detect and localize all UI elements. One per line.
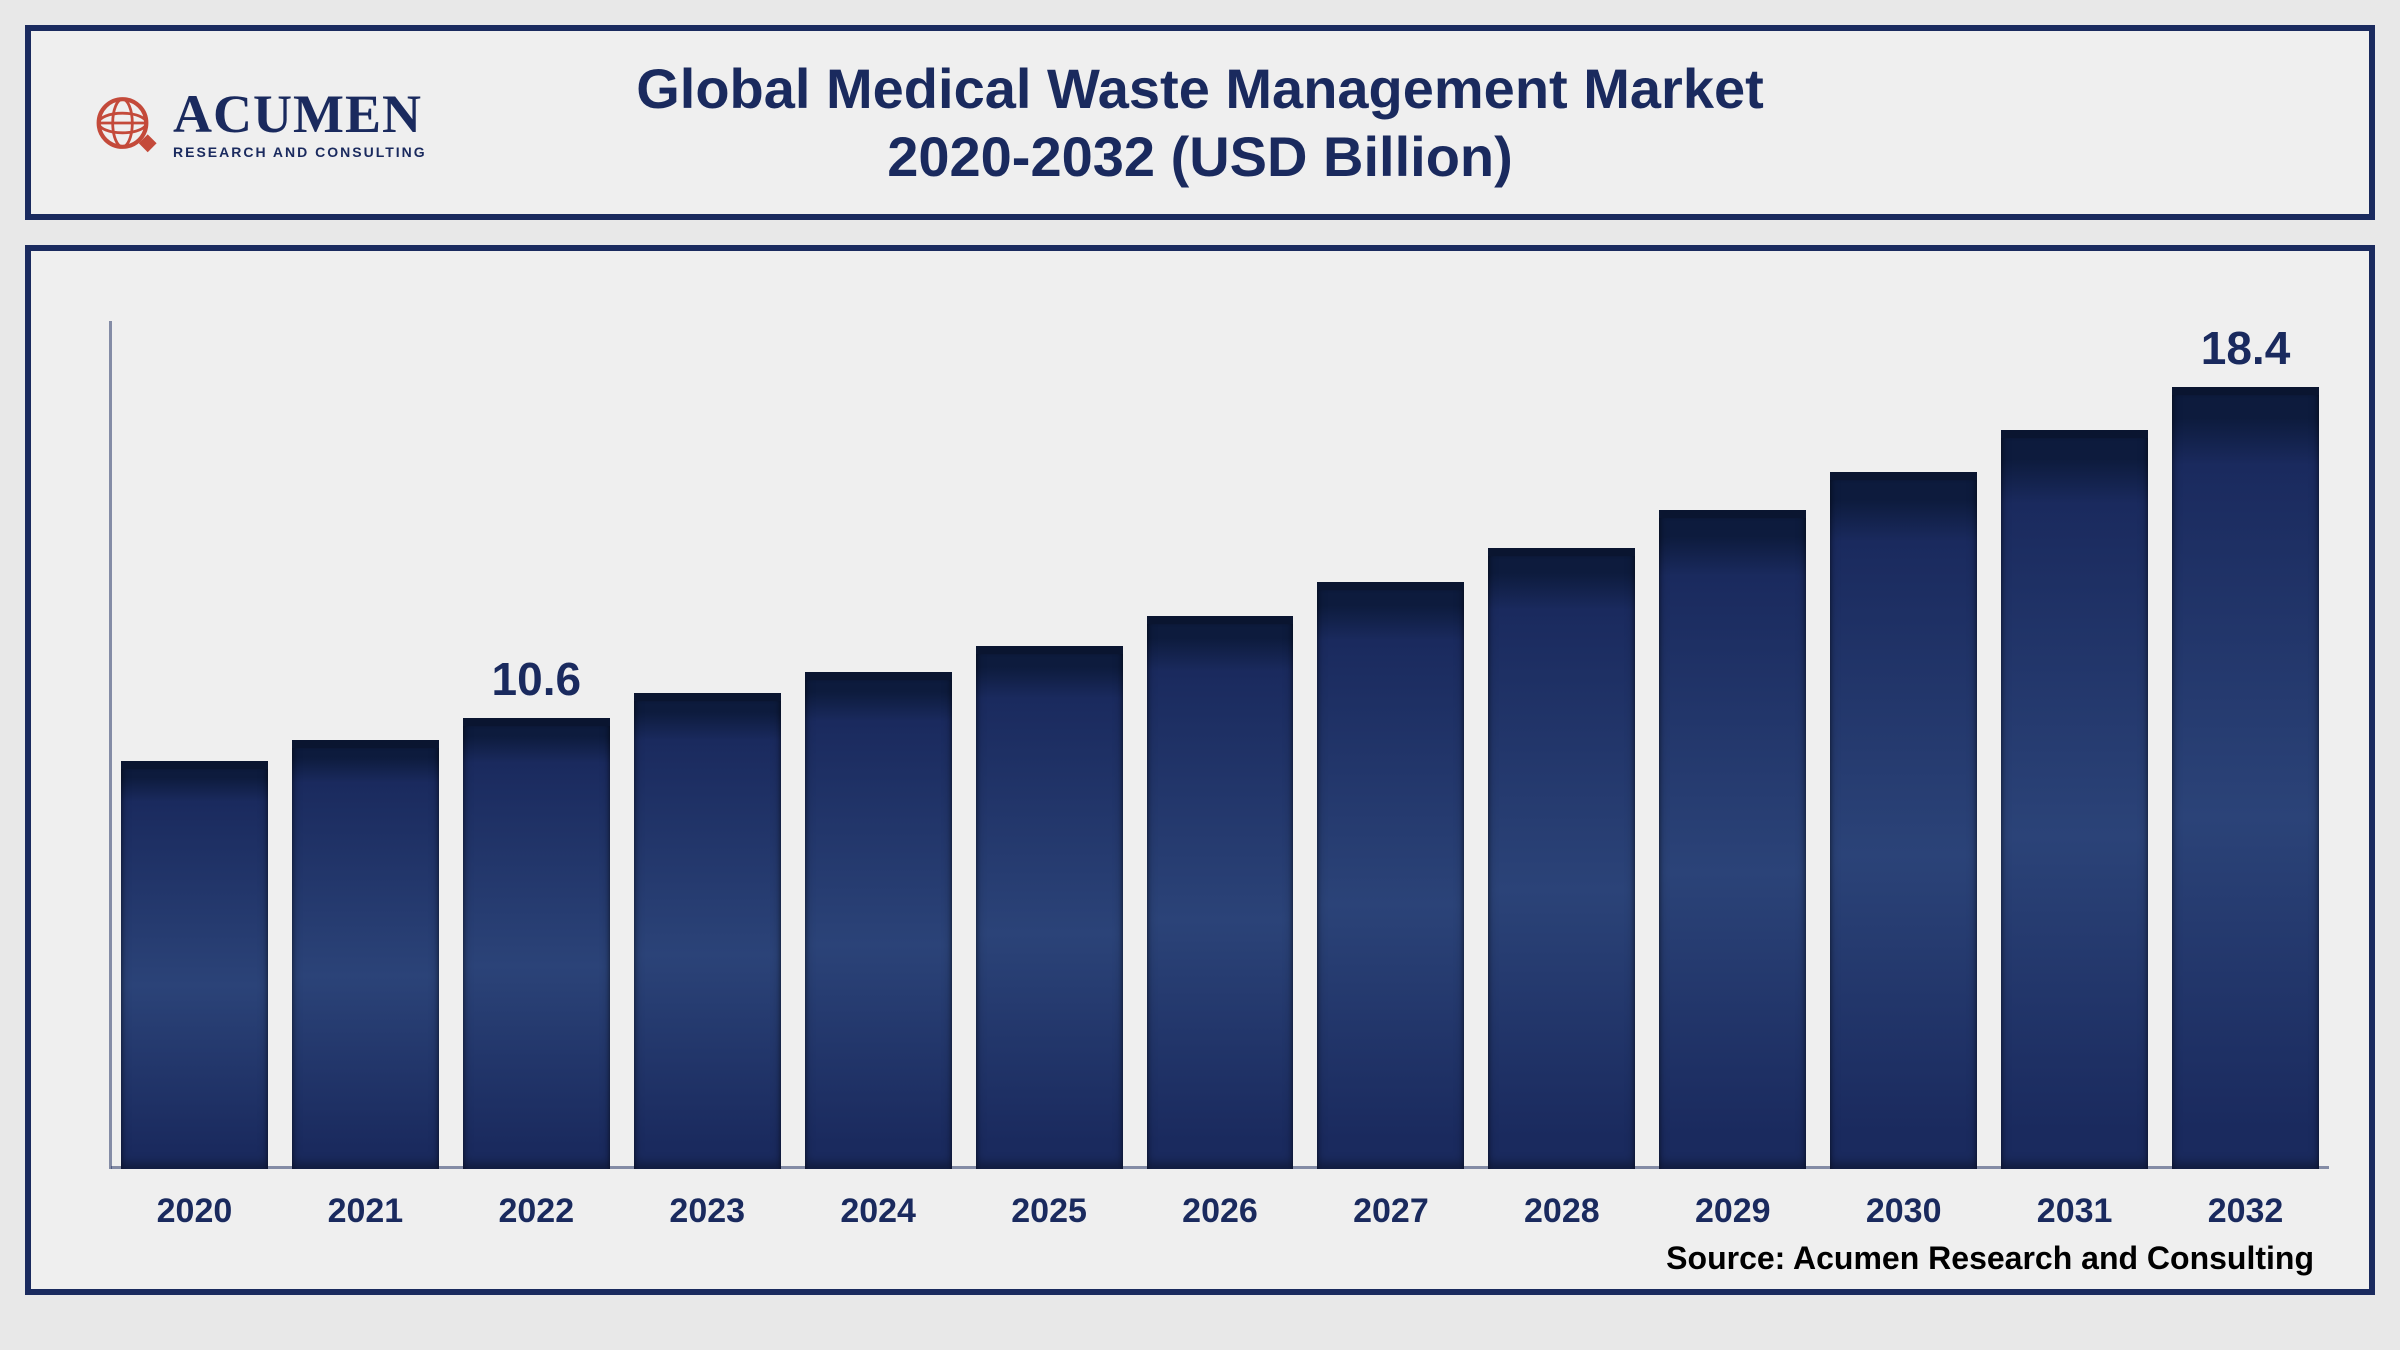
bar-2026 [1147, 321, 1294, 1169]
bar-2024 [805, 321, 952, 1169]
x-label: 2020 [121, 1192, 268, 1231]
page: ACUMEN RESEARCH AND CONSULTING Global Me… [0, 0, 2400, 1350]
x-label: 2021 [292, 1192, 439, 1231]
x-label: 2032 [2172, 1192, 2319, 1231]
x-label: 2031 [2001, 1192, 2148, 1231]
bar-value-label: 10.6 [492, 652, 582, 706]
x-label: 2028 [1488, 1192, 1635, 1231]
bar [976, 646, 1123, 1169]
company-logo: ACUMEN RESEARCH AND CONSULTING [91, 87, 427, 159]
bar [1830, 472, 1977, 1169]
bar-2032: 18.4 [2172, 321, 2319, 1169]
logo-name: ACUMEN [173, 87, 427, 141]
header-panel: ACUMEN RESEARCH AND CONSULTING Global Me… [25, 25, 2375, 220]
bar [1488, 548, 1635, 1169]
bar [634, 693, 781, 1169]
bar-2030 [1830, 321, 1977, 1169]
x-axis-labels: 2020 2021 2022 2023 2024 2025 2026 2027 2028 2029… [121, 1192, 2319, 1231]
chart-plot-area: 10.6 18.4 [111, 321, 2329, 1169]
x-label: 2023 [634, 1192, 781, 1231]
bar-2025 [976, 321, 1123, 1169]
logo-tagline: RESEARCH AND CONSULTING [173, 145, 427, 159]
bar [1659, 510, 1806, 1169]
x-label: 2029 [1659, 1192, 1806, 1231]
bar-2020 [121, 321, 268, 1169]
bar-2023 [634, 321, 781, 1169]
bar-2028 [1488, 321, 1635, 1169]
bar [1317, 582, 1464, 1169]
bar-2031 [2001, 321, 2148, 1169]
bar [292, 740, 439, 1169]
bar-2027 [1317, 321, 1464, 1169]
x-label: 2030 [1830, 1192, 1977, 1231]
bar-value-label: 18.4 [2201, 321, 2291, 375]
logo-text: ACUMEN RESEARCH AND CONSULTING [173, 87, 427, 159]
source-text: Source: Acumen Research and Consulting [1666, 1240, 2314, 1277]
bar [805, 672, 952, 1169]
globe-icon [91, 88, 161, 158]
bar [2172, 387, 2319, 1169]
x-label: 2024 [805, 1192, 952, 1231]
bar [463, 718, 610, 1169]
bar-2021 [292, 321, 439, 1169]
x-label: 2026 [1147, 1192, 1294, 1231]
x-label: 2025 [976, 1192, 1123, 1231]
x-label: 2022 [463, 1192, 610, 1231]
bar [2001, 430, 2148, 1169]
x-label: 2027 [1317, 1192, 1464, 1231]
bar-2029 [1659, 321, 1806, 1169]
chart-panel: 10.618.4 2020202120222023202420252026202… [25, 245, 2375, 1295]
bar [1147, 616, 1294, 1169]
bars-container: 10.6 18.4 [111, 321, 2329, 1169]
bar [121, 761, 268, 1169]
bar-2022: 10.6 [463, 321, 610, 1169]
